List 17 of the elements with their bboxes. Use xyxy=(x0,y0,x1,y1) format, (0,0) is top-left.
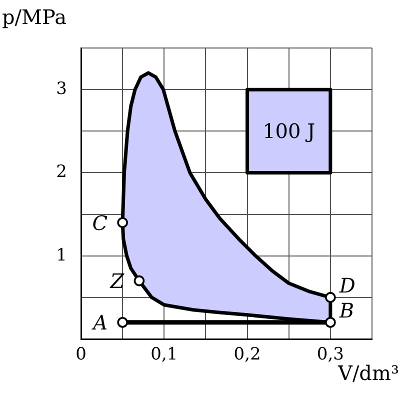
x-tick-label: 0,1 xyxy=(150,344,178,365)
x-tick-label: 0 xyxy=(76,344,86,365)
y-tick-label: 2 xyxy=(56,162,67,182)
y-axis-title: p/MPa xyxy=(2,5,67,29)
point xyxy=(134,275,145,286)
annotation: C xyxy=(92,210,108,235)
x-tick-label: 0,2 xyxy=(234,344,261,365)
annotation: 100 J xyxy=(260,119,318,144)
point xyxy=(117,217,128,228)
y-tick-label: 3 xyxy=(56,78,67,99)
point xyxy=(325,316,336,328)
annotation: A xyxy=(91,310,108,335)
point xyxy=(117,316,128,328)
y-tick-label: 1 xyxy=(56,245,67,266)
annotation: B xyxy=(338,298,354,323)
annotation: D xyxy=(338,274,356,298)
point xyxy=(325,292,336,303)
